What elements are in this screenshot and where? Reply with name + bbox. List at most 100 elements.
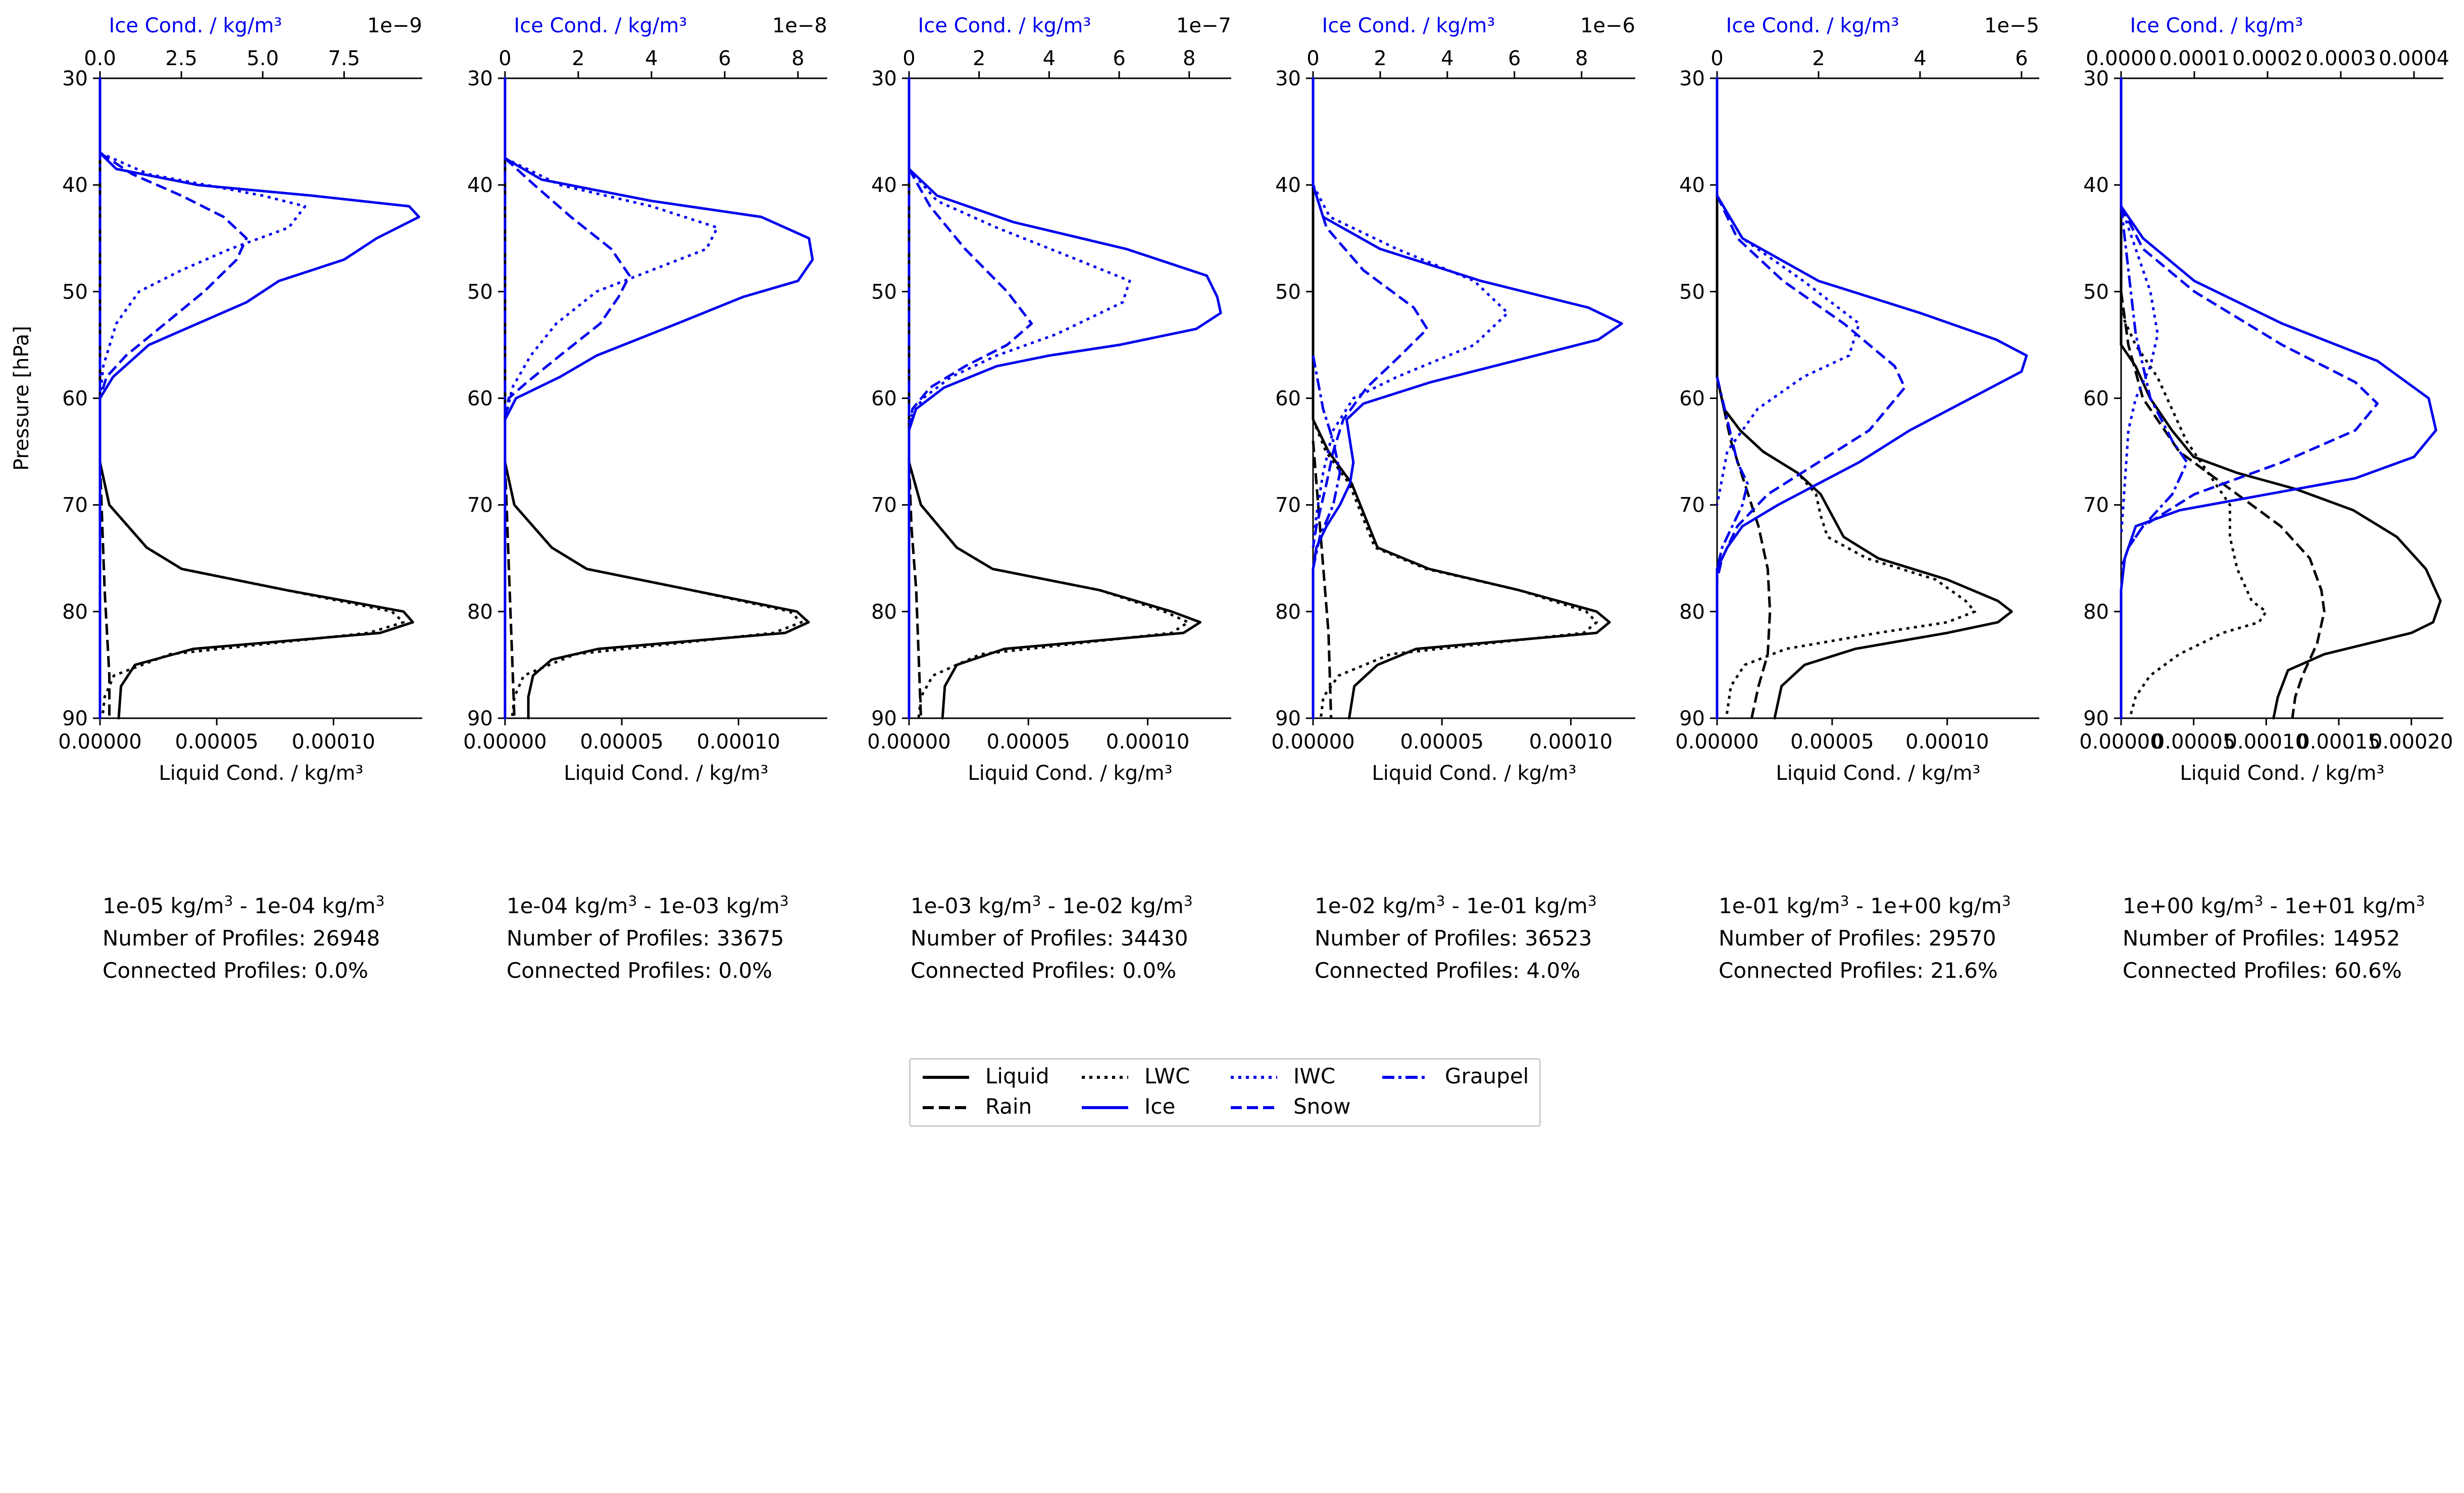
legend-label: Rain: [985, 1094, 1032, 1119]
profile-count: Number of Profiles: 29570: [1719, 926, 1996, 951]
legend-line-solid-icon: [1082, 1106, 1128, 1109]
y-tick-label: 50: [62, 280, 88, 304]
ice-tick-label: 4: [1441, 47, 1453, 70]
panel-info-2: 1e-04 kg/m3 - 1e-03 kg/m3 Number of Prof…: [507, 885, 789, 987]
ice-tick-label: 0: [1711, 47, 1723, 70]
profile-count: Number of Profiles: 26948: [103, 926, 380, 951]
y-tick-label: 50: [1275, 280, 1301, 304]
ice-tick-label: 0: [1306, 47, 1319, 70]
ice-tick-label: 4: [645, 47, 658, 70]
series-line-snow: [908, 168, 1033, 431]
y-tick-label: 90: [1275, 707, 1301, 730]
series-line-lwc: [504, 462, 803, 719]
y-tick-label: 70: [2083, 494, 2109, 517]
series-line-lwc: [1716, 376, 1976, 719]
y-tick-label: 30: [1275, 67, 1301, 90]
series-line-snow: [98, 152, 248, 399]
liquid-axis-label: Liquid Cond. / kg/m³: [2180, 762, 2384, 785]
series-line-iwc: [98, 152, 307, 399]
series-line-snow: [2120, 206, 2379, 570]
series-line-snow: [1716, 195, 1906, 580]
legend-label: Liquid: [985, 1064, 1049, 1088]
ice-axis-label: Ice Cond. / kg/m³: [1726, 14, 1899, 37]
y-tick-label: 90: [1679, 707, 1705, 730]
y-tick-label: 50: [1679, 280, 1705, 304]
liquid-tick-label: 0.00010: [1905, 730, 1989, 754]
ice-tick-label: 0.0004: [2379, 47, 2449, 70]
ice-tick-label: 0.0002: [2232, 47, 2303, 70]
liquid-axis-label: Liquid Cond. / kg/m³: [1372, 762, 1576, 785]
mass-range-label: 1e-04 kg/m3 - 1e-03 kg/m3: [507, 892, 789, 918]
mass-range-label: 1e-02 kg/m3 - 1e-01 kg/m3: [1315, 892, 1597, 918]
series-line-ice: [2120, 77, 2437, 720]
legend-line-dashed-icon: [1231, 1106, 1277, 1109]
series-line-ice: [1716, 77, 2028, 720]
ice-axis-label: Ice Cond. / kg/m³: [918, 14, 1091, 37]
ice-tick-label: 8: [791, 47, 804, 70]
liquid-tick-label: 0.00010: [2225, 730, 2308, 754]
y-tick-label: 80: [1275, 601, 1301, 624]
y-tick-label: 60: [871, 387, 897, 411]
ice-axis-offset: 1e−7: [1176, 14, 1231, 37]
y-tick-label: 30: [1679, 67, 1705, 90]
ice-axis-label: Ice Cond. / kg/m³: [2130, 14, 2303, 37]
mass-range-label: 1e+00 kg/m3 - 1e+01 kg/m3: [2123, 892, 2425, 918]
ice-axis-label: Ice Cond. / kg/m³: [514, 14, 687, 37]
legend-line-dashed-icon: [923, 1106, 969, 1109]
series-line-iwc: [1716, 195, 1860, 506]
series-line-rain: [504, 462, 516, 719]
connected-profiles: Connected Profiles: 0.0%: [911, 958, 1177, 983]
series-line-ice: [98, 77, 421, 720]
legend-line-dotted-icon: [1231, 1076, 1277, 1079]
y-tick-label: 50: [2083, 280, 2109, 304]
ice-tick-label: 2.5: [165, 47, 197, 70]
y-tick-label: 70: [1275, 494, 1301, 517]
ice-axis-offset: 1e−8: [772, 14, 827, 37]
legend-label: Ice: [1144, 1094, 1176, 1119]
ice-tick-label: 6: [2015, 47, 2028, 70]
connected-profiles: Connected Profiles: 60.6%: [2123, 958, 2402, 983]
panel-info-5: 1e-01 kg/m3 - 1e+00 kg/m3 Number of Prof…: [1719, 885, 2011, 987]
liquid-tick-label: 0.00010: [697, 730, 780, 754]
series-line-iwc: [1312, 184, 1509, 548]
profile-count: Number of Profiles: 36523: [1315, 926, 1592, 951]
ice-tick-label: 6: [1508, 47, 1521, 70]
series-line-snow: [1312, 184, 1429, 548]
ice-tick-label: 2: [973, 47, 985, 70]
ice-tick-label: 6: [1113, 47, 1125, 70]
y-tick-label: 70: [871, 494, 897, 517]
ice-tick-label: 4: [1043, 47, 1055, 70]
series-line-lwc: [1312, 419, 1598, 719]
y-tick-label: 80: [467, 601, 493, 624]
series-line-iwc: [504, 157, 719, 420]
ice-tick-label: 7.5: [328, 47, 361, 70]
series-line-liquid: [98, 77, 414, 720]
series-line-lwc: [908, 462, 1190, 719]
panel-info-3: 1e-03 kg/m3 - 1e-02 kg/m3 Number of Prof…: [911, 885, 1193, 987]
ice-axis-offset: 1e−5: [1984, 14, 2039, 37]
connected-profiles: Connected Profiles: 0.0%: [103, 958, 369, 983]
liquid-tick-label: 0.00005: [1790, 730, 1874, 754]
series-line-ice: [1312, 77, 1623, 720]
profile-count: Number of Profiles: 34430: [911, 926, 1188, 951]
y-tick-label: 40: [1275, 174, 1301, 197]
y-tick-label: 40: [62, 174, 88, 197]
ice-tick-label: 4: [1914, 47, 1926, 70]
y-tick-label: 70: [62, 494, 88, 517]
y-tick-label: 30: [871, 67, 897, 90]
ice-axis-offset: 1e−9: [367, 14, 422, 37]
ice-tick-label: 2: [1374, 47, 1386, 70]
mass-range-label: 1e-01 kg/m3 - 1e+00 kg/m3: [1719, 892, 2011, 918]
ice-tick-label: 0.0000: [2086, 47, 2156, 70]
series-line-rain: [908, 462, 923, 719]
y-tick-label: 60: [2083, 387, 2109, 411]
series-line-ice: [908, 77, 1222, 720]
ice-tick-label: 6: [718, 47, 731, 70]
connected-profiles: Connected Profiles: 4.0%: [1315, 958, 1581, 983]
legend-label: Graupel: [1445, 1064, 1529, 1088]
y-tick-label: 40: [1679, 174, 1705, 197]
y-tick-label: 30: [62, 67, 88, 90]
liquid-tick-label: 0.00005: [175, 730, 258, 754]
liquid-tick-label: 0.00005: [580, 730, 663, 754]
